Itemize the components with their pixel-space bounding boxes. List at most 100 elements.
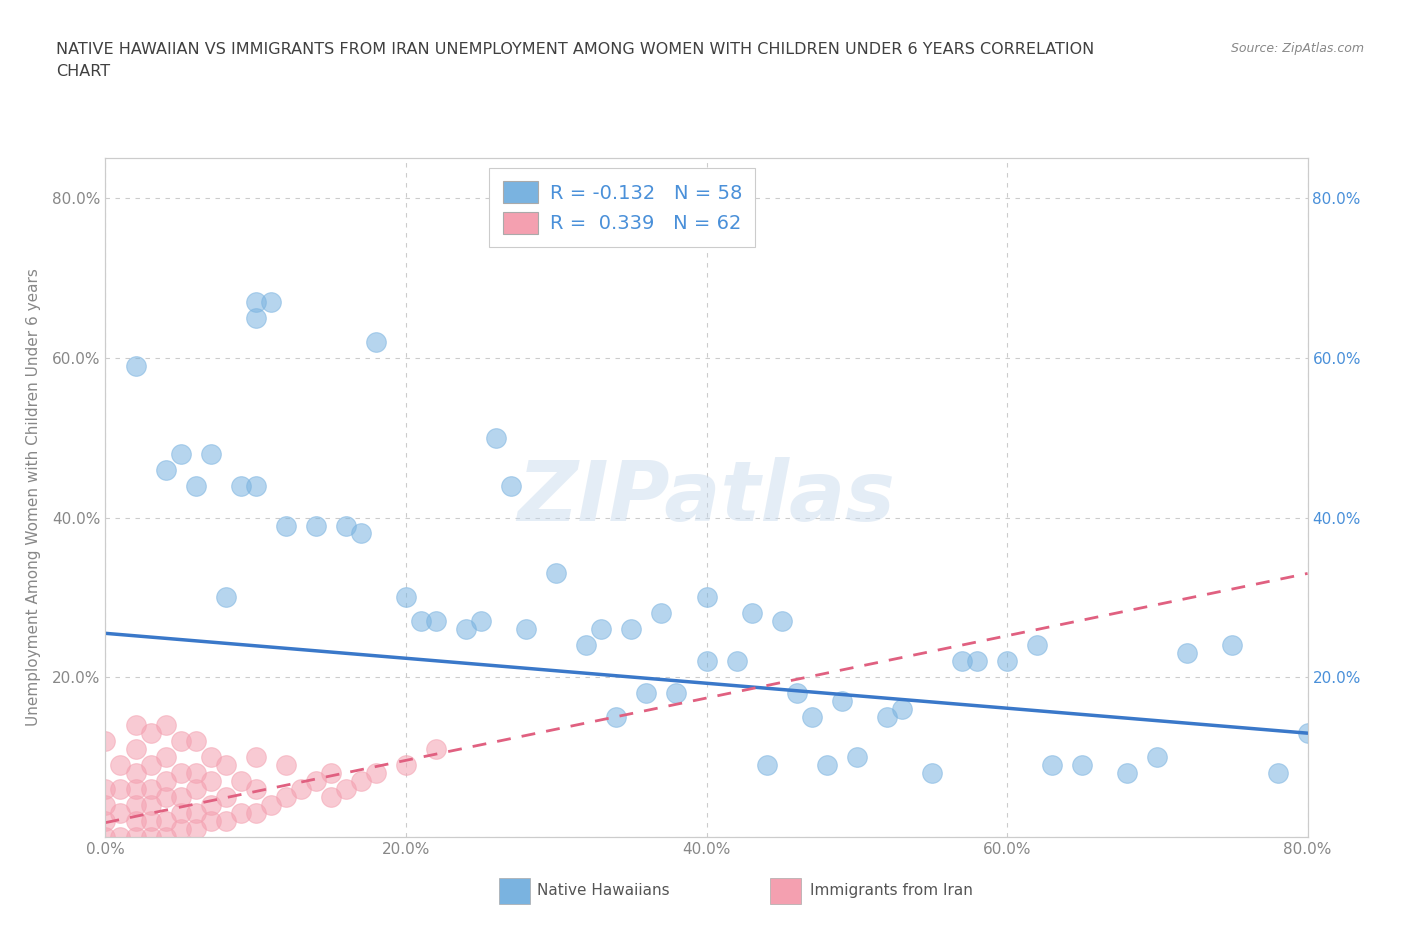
Point (139, 830, 162, 844)
Point (139, 781, 162, 796)
Point (229, 774, 252, 789)
Point (696, 654, 718, 669)
Point (470, 614, 492, 629)
Point (274, 758, 297, 773)
Point (94, 734, 117, 749)
Point (575, 638, 598, 653)
Point (124, 742, 146, 757)
Point (110, 781, 132, 796)
Point (1071, 758, 1094, 773)
Point (876, 710, 898, 724)
Point (169, 734, 191, 749)
Point (665, 685, 688, 700)
Point (755, 758, 778, 773)
Point (124, 830, 146, 844)
Point (260, 798, 283, 813)
Point (454, 622, 477, 637)
Point (921, 765, 943, 780)
Point (650, 606, 672, 621)
Point (124, 781, 146, 796)
Point (290, 781, 312, 796)
Point (139, 798, 162, 813)
Point (155, 774, 177, 789)
Point (786, 685, 808, 700)
Point (245, 805, 267, 820)
Point (966, 654, 988, 669)
Point (94, 814, 117, 829)
Point (831, 694, 853, 709)
Point (94, 830, 117, 844)
Point (200, 798, 222, 813)
Point (124, 718, 146, 733)
Point (890, 702, 912, 717)
Point (1175, 645, 1198, 660)
Point (274, 518, 297, 533)
Point (1146, 750, 1168, 764)
Point (364, 335, 387, 350)
Point (184, 478, 207, 493)
Point (725, 654, 748, 669)
Point (245, 781, 267, 796)
Point (110, 805, 132, 820)
Point (1222, 638, 1244, 653)
Point (110, 830, 132, 844)
Point (155, 790, 177, 804)
Point (260, 295, 283, 310)
Point (124, 814, 146, 829)
Legend: R = -0.132   N = 58, R =  0.339   N = 62: R = -0.132 N = 58, R = 0.339 N = 62 (489, 167, 755, 247)
Point (741, 606, 763, 621)
Point (184, 821, 207, 836)
Point (636, 685, 658, 700)
Point (155, 830, 177, 844)
Point (501, 478, 523, 493)
Point (245, 295, 267, 310)
Point (274, 790, 297, 804)
Point (184, 765, 207, 780)
Point (305, 774, 328, 789)
FancyBboxPatch shape (499, 878, 530, 904)
Point (845, 750, 868, 764)
Point (245, 478, 267, 493)
Point (94, 781, 117, 796)
Point (815, 758, 838, 773)
Point (409, 614, 432, 629)
Point (245, 750, 267, 764)
Point (94, 798, 117, 813)
Point (335, 781, 357, 796)
Point (350, 774, 373, 789)
Point (335, 518, 357, 533)
Y-axis label: Unemployment Among Women with Children Under 6 years: Unemployment Among Women with Children U… (25, 269, 41, 726)
Point (395, 590, 418, 604)
Point (995, 654, 1018, 669)
Point (591, 622, 613, 637)
Point (546, 566, 568, 581)
Point (169, 446, 191, 461)
Point (110, 758, 132, 773)
Point (319, 790, 342, 804)
Point (696, 590, 718, 604)
Point (155, 462, 177, 477)
Point (620, 622, 643, 637)
Point (229, 805, 252, 820)
Point (155, 814, 177, 829)
Point (605, 710, 627, 724)
Point (364, 765, 387, 780)
Point (184, 734, 207, 749)
Point (169, 821, 191, 836)
FancyBboxPatch shape (770, 878, 801, 904)
Point (395, 758, 418, 773)
Point (200, 446, 222, 461)
Point (214, 790, 236, 804)
Point (200, 774, 222, 789)
Point (245, 311, 267, 325)
Point (800, 710, 823, 724)
Text: Native Hawaiians: Native Hawaiians (537, 884, 669, 898)
Point (350, 526, 373, 541)
Text: Source: ZipAtlas.com: Source: ZipAtlas.com (1230, 42, 1364, 55)
Point (1116, 765, 1139, 780)
Point (139, 758, 162, 773)
Point (169, 790, 191, 804)
Point (1296, 725, 1319, 740)
Point (169, 805, 191, 820)
Point (485, 431, 508, 445)
